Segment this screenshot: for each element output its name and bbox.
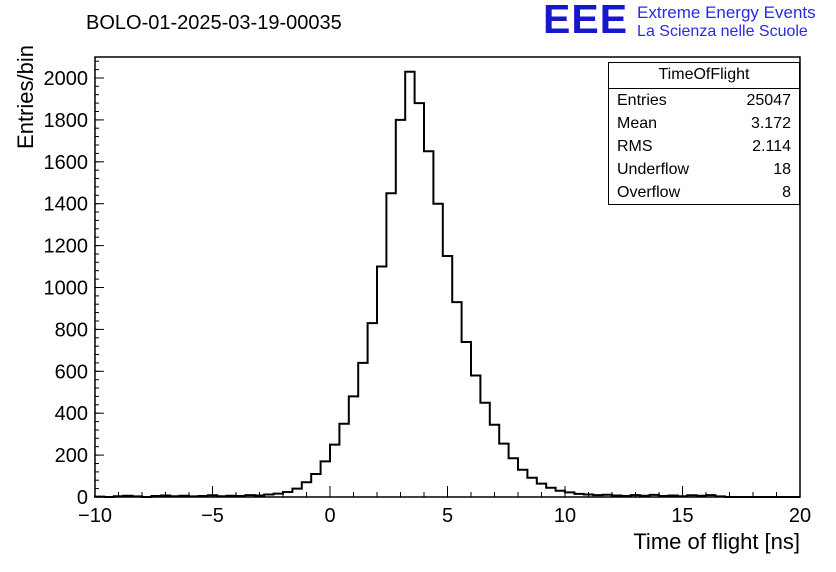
eee-logo: EEE Extreme Energy Events La Scienza nel… (543, 0, 816, 42)
stat-underflow-label: Underflow (617, 160, 690, 178)
x-axis-title: Time of flight [ns] (633, 529, 800, 554)
x-tick-label: 10 (554, 505, 576, 527)
y-tick-label: 200 (55, 445, 88, 467)
x-tick-label: 20 (789, 505, 811, 527)
y-tick-label: 1800 (44, 110, 89, 132)
x-tick-label: −10 (78, 505, 112, 527)
x-tick-label: 5 (442, 505, 453, 527)
stat-entries-value: 25047 (746, 91, 792, 109)
eee-logo-text: Extreme Energy Events La Scienza nelle S… (637, 1, 816, 41)
y-tick-label: 1000 (44, 278, 89, 300)
y-tick-label: 600 (55, 361, 88, 383)
histogram-line (94, 70, 800, 498)
stat-overflow-value: 8 (782, 183, 791, 201)
y-axis-title: Entries/bin (13, 45, 38, 149)
stat-row-entries: Entries 25047 (609, 89, 799, 112)
stat-mean-label: Mean (617, 114, 658, 132)
stats-box: TimeOfFlight Entries 25047 Mean 3.172 RM… (608, 62, 800, 205)
y-tick-label: 0 (77, 487, 88, 509)
stat-mean-value: 3.172 (750, 114, 791, 132)
stat-rms-value: 2.114 (752, 137, 791, 155)
x-tick-label: −5 (201, 505, 224, 527)
y-tick-label: 400 (55, 403, 88, 425)
logo-line1: Extreme Energy Events (637, 3, 816, 22)
stat-row-mean: Mean 3.172 (609, 112, 799, 135)
eee-logo-letters: EEE (543, 0, 629, 42)
y-tick-label: 1200 (44, 236, 89, 258)
stat-row-underflow: Underflow 18 (609, 158, 799, 181)
plot-title: BOLO-01-2025-03-19-00035 (86, 12, 342, 34)
x-tick-label: 0 (324, 505, 335, 527)
stat-rms-label: RMS (617, 137, 653, 155)
y-tick-label: 1600 (44, 152, 89, 174)
stat-row-overflow: Overflow 8 (609, 181, 799, 204)
y-tick-label: 1400 (44, 194, 89, 216)
logo-line2: La Scienza nelle Scuole (637, 22, 808, 40)
y-tick-label: 800 (55, 319, 88, 341)
stats-title: TimeOfFlight (609, 63, 799, 89)
stat-underflow-value: 18 (773, 160, 791, 178)
stat-entries-label: Entries (617, 91, 667, 109)
x-tick-label: 15 (671, 505, 693, 527)
stat-row-rms: RMS 2.114 (609, 135, 799, 158)
y-tick-label: 2000 (44, 68, 89, 90)
stat-overflow-label: Overflow (617, 183, 681, 201)
plot-frame (94, 56, 801, 498)
